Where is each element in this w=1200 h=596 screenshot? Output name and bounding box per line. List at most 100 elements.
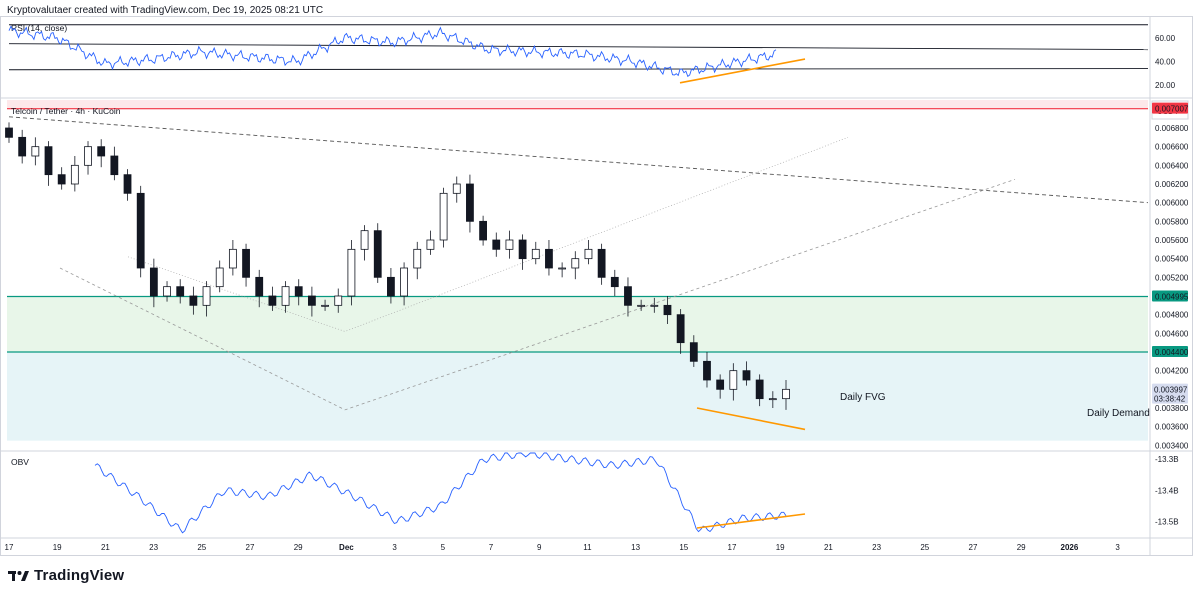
time-axis-tick: 17	[5, 543, 14, 552]
projection-path-2	[127, 137, 849, 332]
candle-body	[387, 276, 395, 297]
candle-body	[479, 220, 488, 241]
time-axis-tick: 3	[1115, 543, 1120, 552]
time-axis-tick: 27	[246, 543, 255, 552]
price-label-text: 0.004995	[1155, 292, 1189, 301]
price-panel[interactable]: Telcoin / Tether · 4h · KuCoin Daily FVG D…	[5, 100, 1189, 450]
price-axis-tick: 0.003400	[1155, 441, 1189, 450]
rsi-axis-tick: 20.00	[1155, 81, 1176, 90]
current-price-bg	[1152, 383, 1188, 404]
price-label-text: 0.007007	[1155, 105, 1189, 114]
candle-body	[110, 155, 119, 176]
candle-body	[439, 192, 448, 241]
candle-body	[242, 248, 250, 278]
candle-body	[268, 295, 277, 306]
time-axis-tick: 15	[679, 543, 688, 552]
obv-axis-tick: -13.5B	[1155, 517, 1179, 526]
candle-body	[5, 127, 13, 138]
tradingview-logo-icon	[8, 569, 30, 583]
price-axis-tick: 0.005400	[1155, 255, 1189, 264]
candle-body	[637, 304, 646, 307]
obv-line	[94, 452, 787, 534]
price-axis-tick: 0.004200	[1155, 367, 1189, 376]
candle-body	[663, 304, 672, 316]
candle-body	[452, 183, 461, 194]
candle-body	[163, 286, 171, 297]
price-axis-tick: 0.006400	[1155, 161, 1189, 170]
rsi-axis-tick: 40.00	[1155, 57, 1176, 66]
candle-body	[176, 286, 185, 297]
candle-body	[334, 295, 343, 306]
candle-body	[558, 267, 567, 270]
projection-path-1	[59, 178, 1016, 411]
candle-body	[84, 146, 92, 166]
candle-body	[676, 314, 685, 344]
zone-daily-fvg	[7, 296, 1148, 352]
candle-body	[518, 239, 527, 260]
time-axis-tick: 9	[537, 543, 542, 552]
axes: 17 19 21 23 25 27 29 Dec 3 5 7 9 11 13 15 17 19 21 23 25 27 2…	[5, 543, 1121, 552]
time-axis-tick: 19	[53, 543, 62, 552]
candle-body	[742, 370, 751, 381]
candle-body	[545, 248, 553, 269]
rsi-trendline-2	[8, 68, 1149, 71]
candle-body	[18, 136, 27, 157]
time-axis-tick: 13	[631, 543, 640, 552]
time-axis-tick: 17	[728, 543, 737, 552]
candle-body	[703, 360, 711, 381]
price-zones	[7, 100, 1148, 441]
time-axis-tick: 23	[149, 543, 158, 552]
time-axis-tick: 21	[101, 543, 110, 552]
price-label-bg	[1152, 102, 1188, 114]
rsi-axis-tick: 60.00	[1155, 34, 1176, 43]
time-axis-tick: 21	[824, 543, 833, 552]
price-label-text: 0.004400	[1155, 348, 1189, 357]
daily-demand-label: Daily Demand	[1087, 408, 1150, 419]
time-axis-tick: 25	[197, 543, 206, 552]
obv-panel[interactable]: OBV -13.3B -13.4B -13.5B	[11, 452, 1179, 534]
rsi-title: RSI (14, close)	[11, 23, 67, 33]
candle-body	[202, 286, 211, 306]
candle-body	[597, 248, 606, 278]
obv-axis-tick: -13.3B	[1155, 455, 1179, 464]
price-axis-tick: 0.006600	[1155, 143, 1189, 152]
candle-body	[689, 342, 698, 362]
candle-body	[149, 267, 158, 297]
candle-body	[294, 286, 303, 297]
obv-axis-tick: -13.4B	[1155, 486, 1179, 495]
chart-credit: Kryptovalutaer created with TradingView.…	[7, 5, 324, 16]
candle-body	[531, 248, 540, 260]
candle-body	[413, 248, 422, 269]
obv-title: OBV	[11, 457, 29, 467]
price-axis-tick: 0.004600	[1155, 329, 1189, 338]
candle-body	[650, 304, 659, 307]
candle-body	[255, 276, 264, 297]
candle-body	[70, 164, 79, 185]
price-label-bg	[1152, 290, 1188, 302]
daily-fvg-label: Daily FVG	[840, 392, 886, 403]
candle-body	[281, 286, 290, 306]
price-axis-tick: 0.006800	[1155, 124, 1189, 133]
candle-body	[373, 230, 382, 278]
rsi-line	[8, 25, 777, 78]
candle-body	[610, 276, 619, 288]
obv-divergence-line	[696, 513, 806, 529]
time-axis-tick: 29	[1017, 543, 1026, 552]
time-axis-tick: 23	[872, 543, 881, 552]
price-title: Telcoin / Tether · 4h · KuCoin	[11, 106, 121, 116]
candle-body	[624, 286, 632, 306]
candle-body	[426, 239, 435, 250]
price-axis-tick: 0.004800	[1155, 311, 1189, 320]
rsi-trendline-1	[8, 43, 1149, 51]
price-axis-tick: 0.005800	[1155, 217, 1189, 226]
rsi-panel[interactable]: RSI (14, close) 60.00 40.00 20.00	[8, 23, 1176, 90]
time-axis-tick: 19	[776, 543, 785, 552]
tradingview-brand[interactable]: TradingView	[8, 567, 124, 584]
price-axis-tick: 0.003600	[1155, 423, 1189, 432]
chart-frame	[0, 16, 1193, 556]
zone-supply	[7, 100, 1148, 110]
candle-body	[307, 295, 316, 306]
price-axis-tick: 0.005600	[1155, 236, 1189, 245]
candle-body	[584, 248, 593, 260]
